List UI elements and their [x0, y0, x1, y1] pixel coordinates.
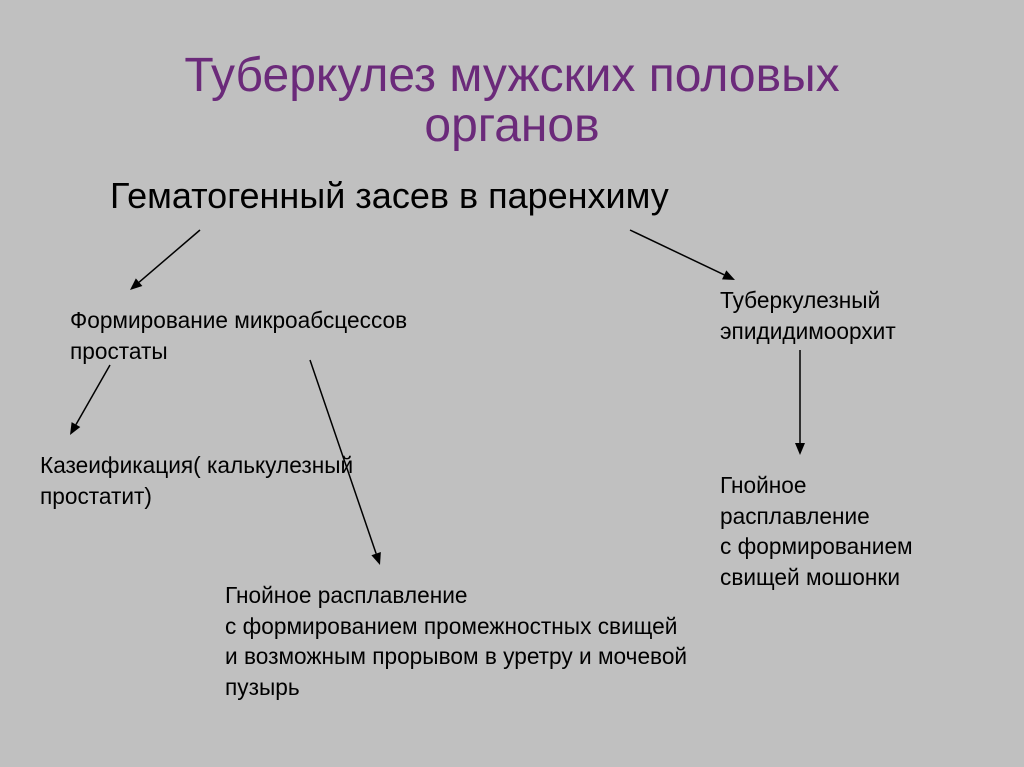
subtitle: Гематогенный засев в паренхиму [110, 175, 669, 217]
node-caseification: Казеификация( калькулезный простатит) [40, 450, 353, 511]
node-purulent-scrotal: Гнойное расплавление с формированием сви… [720, 470, 913, 592]
slide-title-line2: органов [0, 98, 1024, 153]
node-microabscesses: Формирование микроабсцессов простаты [70, 305, 407, 366]
node-epididymoorchitis: Туберкулезный эпидидимоорхит [720, 285, 896, 346]
slide-title-line1: Туберкулез мужских половых [0, 48, 1024, 103]
node-purulent-perineal: Гнойное расплавление с формированием про… [225, 580, 687, 702]
